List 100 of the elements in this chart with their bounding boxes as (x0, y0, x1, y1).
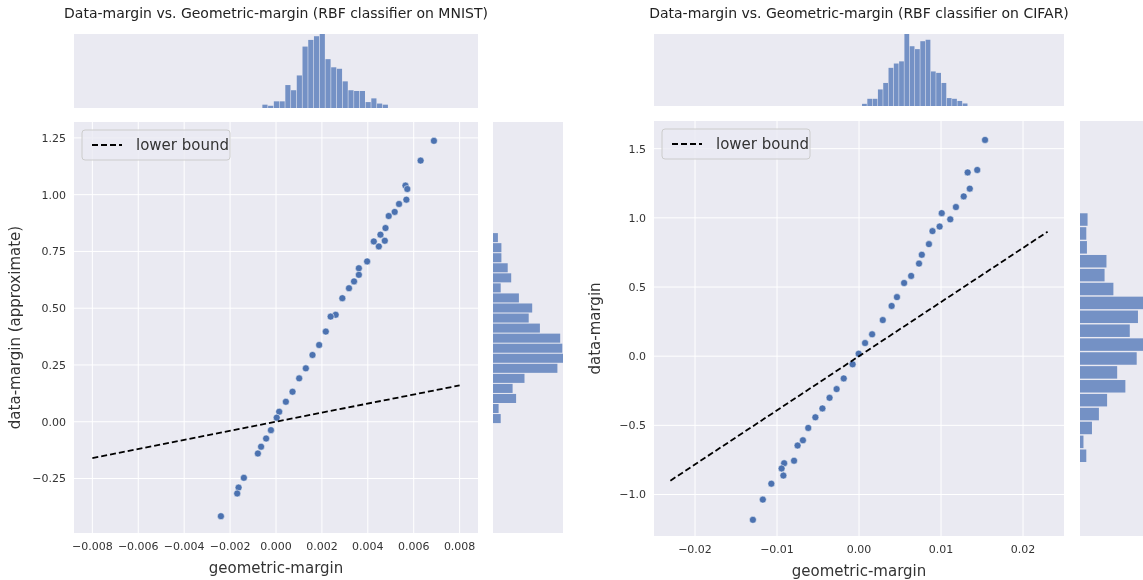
point (254, 449, 262, 458)
y-tick-label: 1.00 (41, 188, 66, 202)
point (804, 424, 812, 432)
x-tick-label: −0.01 (760, 543, 794, 556)
point (375, 242, 383, 251)
point (416, 156, 425, 165)
point (381, 237, 389, 245)
point (959, 192, 968, 201)
point (257, 442, 265, 451)
point (275, 407, 283, 416)
x-tick-label: −0.006 (117, 540, 159, 553)
point (315, 341, 323, 349)
x-tick-label: 0.002 (306, 540, 338, 553)
legend-label: lower bound (136, 136, 230, 155)
y-tick-label: 0.25 (41, 358, 66, 372)
point (946, 215, 955, 224)
point (295, 374, 303, 383)
point (240, 474, 248, 482)
point (282, 398, 290, 406)
point (338, 294, 347, 302)
point (981, 136, 989, 144)
y-tick-label: −0.5 (619, 419, 646, 433)
point (233, 489, 241, 498)
point (355, 264, 363, 272)
point (322, 327, 330, 336)
point (861, 339, 869, 347)
x-tick-label: 0.008 (443, 540, 476, 553)
point (350, 277, 358, 286)
x-tick-label: 0.00 (846, 543, 872, 556)
point (308, 351, 317, 359)
bar (1080, 421, 1092, 435)
point (818, 404, 827, 413)
point (952, 203, 960, 211)
point (272, 413, 281, 422)
x-tick-label: 0.004 (352, 540, 384, 553)
y-tick-label: 0.50 (41, 302, 66, 316)
y-tick-label: −0.25 (32, 472, 66, 486)
x-tick-label: 0.000 (260, 540, 292, 553)
point (363, 257, 371, 266)
point (918, 251, 926, 259)
point (759, 495, 767, 504)
point (326, 312, 335, 321)
y-tick-label: 0.5 (628, 280, 646, 294)
bar (1080, 268, 1105, 282)
point (799, 436, 807, 445)
point (937, 209, 946, 217)
point (370, 237, 378, 246)
y-tick-label: −1.0 (619, 488, 646, 502)
point (928, 227, 937, 235)
point (848, 360, 857, 369)
point (403, 185, 412, 193)
y-axis-title: data-margin (approximate) (6, 225, 24, 430)
chart-title: Data-margin vs. Geometric-margin (RBF classifier on MNIST) (64, 5, 488, 21)
point (777, 464, 786, 473)
y-tick-label: 0.0 (628, 350, 646, 364)
legend-label: lower bound (716, 135, 810, 154)
point (749, 516, 757, 524)
x-tick-label: 0.006 (397, 540, 430, 553)
point (935, 222, 944, 231)
point (893, 293, 901, 301)
point (395, 200, 403, 208)
point (963, 168, 972, 177)
x-axis-title: geometric-margin (791, 562, 927, 580)
bar (1080, 449, 1087, 463)
point (376, 230, 385, 239)
x-tick-label: −0.008 (72, 540, 113, 553)
point (811, 413, 820, 422)
bar (1080, 282, 1114, 296)
point (302, 364, 310, 373)
point (900, 279, 908, 287)
x-tick-label: −0.004 (163, 540, 205, 553)
bar (1080, 407, 1099, 421)
point (779, 471, 788, 480)
point (832, 385, 841, 393)
point (907, 272, 915, 280)
point (384, 212, 393, 220)
point (345, 284, 353, 292)
y-tick-label: 0.75 (41, 245, 66, 259)
x-tick-label: 0.02 (1010, 543, 1036, 556)
y-tick-label: 1.5 (628, 142, 646, 156)
point (915, 259, 923, 268)
point (790, 457, 798, 465)
point (973, 166, 981, 174)
point (840, 374, 848, 383)
y-tick-label: 0.00 (41, 415, 66, 429)
point (262, 434, 270, 443)
bar (1080, 296, 1143, 310)
point (267, 426, 275, 434)
x-axis-title: geometric-margin (208, 559, 344, 577)
point (879, 316, 887, 324)
point (767, 479, 776, 488)
point (381, 224, 390, 232)
point (966, 184, 974, 193)
point (793, 441, 802, 450)
point (430, 137, 438, 145)
x-tick-label: −0.002 (209, 540, 251, 553)
point (390, 208, 399, 216)
y-axis-title: data-margin (586, 282, 604, 375)
y-tick-label: 1.0 (628, 211, 646, 225)
point (925, 240, 933, 248)
